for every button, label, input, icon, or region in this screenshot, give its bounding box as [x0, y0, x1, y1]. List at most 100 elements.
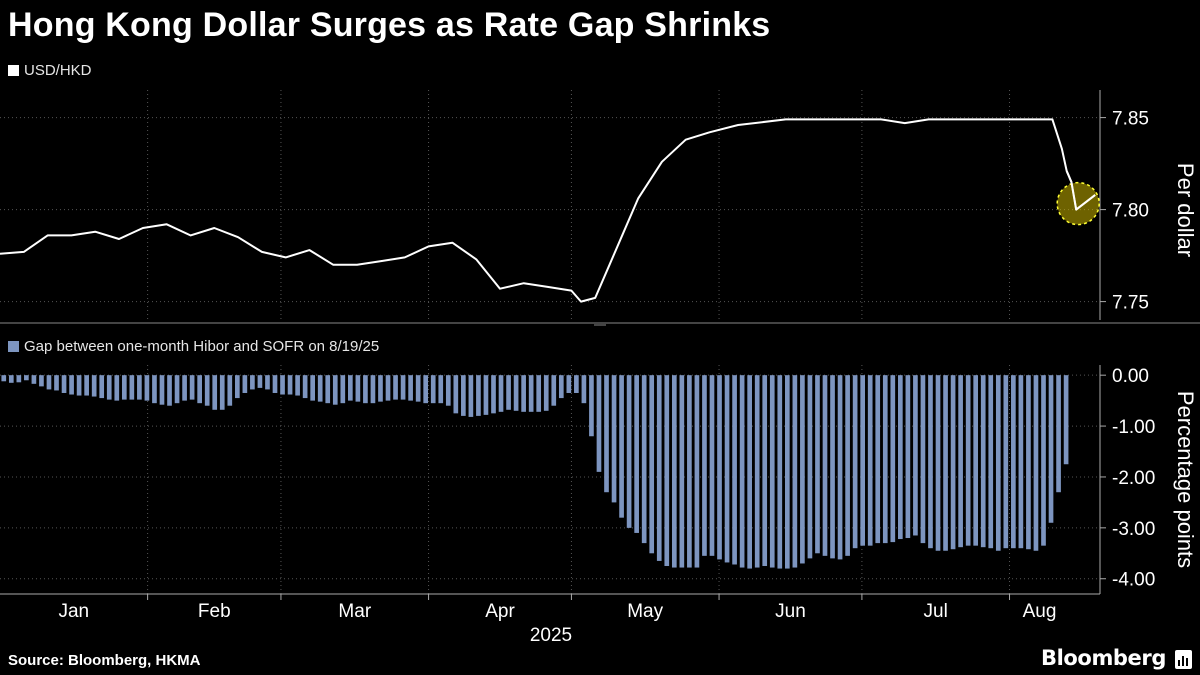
bar — [536, 375, 542, 412]
bar — [295, 375, 300, 396]
bar — [91, 375, 97, 397]
bar — [619, 375, 624, 518]
bar — [724, 375, 730, 563]
bloomberg-logo: Bloomberg — [1040, 646, 1166, 670]
bar — [792, 375, 798, 568]
bar — [581, 375, 587, 404]
bar — [272, 375, 278, 393]
bar — [1, 375, 7, 382]
bar — [769, 375, 775, 568]
bar — [152, 375, 157, 404]
bar — [54, 375, 59, 391]
bar — [385, 375, 391, 401]
bar — [867, 375, 873, 546]
bar — [589, 375, 594, 437]
bar — [913, 375, 918, 536]
legend-swatch-bars — [8, 341, 19, 352]
bar — [558, 375, 564, 399]
y-tick-label-bottom: -2.00 — [1112, 468, 1155, 489]
bar — [543, 375, 549, 411]
bar — [438, 375, 444, 404]
bar — [257, 375, 263, 388]
bar — [39, 375, 44, 387]
bar — [521, 375, 526, 412]
bar — [777, 375, 783, 569]
bar — [340, 375, 346, 404]
bar — [287, 375, 293, 395]
y-tick-label-bottom: 0.00 — [1112, 366, 1149, 387]
y-tick-label-bottom: -4.00 — [1112, 570, 1155, 591]
bar — [882, 375, 888, 544]
bar — [129, 375, 135, 400]
y-tick-label-bottom: -3.00 — [1112, 519, 1155, 540]
bar — [189, 375, 195, 400]
bar — [837, 375, 843, 560]
x-tick-label: Jun — [775, 601, 806, 622]
bar — [16, 375, 22, 383]
bar — [950, 375, 956, 550]
bar — [717, 375, 722, 560]
bar — [898, 375, 903, 540]
bar — [355, 375, 361, 402]
bar — [219, 375, 225, 410]
bar — [958, 375, 963, 548]
bar — [965, 375, 971, 546]
bar — [995, 375, 1001, 551]
y-axis-title-top: Per dollar — [1173, 163, 1198, 257]
bar — [234, 375, 240, 399]
legend-usdhkd: USD/HKD — [8, 62, 92, 79]
bar — [174, 375, 180, 404]
bar — [445, 375, 451, 406]
bar — [46, 375, 52, 390]
bar — [528, 375, 534, 412]
bar — [393, 375, 398, 400]
bar — [483, 375, 489, 415]
bar — [415, 375, 421, 402]
bar — [1048, 375, 1054, 523]
bar — [242, 375, 248, 393]
bar — [137, 375, 142, 400]
bar — [815, 375, 820, 554]
bloomberg-chart-icon — [1175, 650, 1192, 669]
bar — [845, 375, 850, 556]
bar — [988, 375, 994, 549]
bar — [551, 375, 557, 406]
bar — [905, 375, 911, 539]
bar — [800, 375, 805, 564]
bar — [687, 375, 692, 568]
bar — [468, 375, 474, 417]
bar — [980, 375, 986, 548]
bar — [604, 375, 609, 493]
bar — [250, 375, 255, 390]
bar — [732, 375, 737, 565]
bar — [310, 375, 316, 401]
bar — [408, 375, 413, 401]
bar — [317, 375, 323, 402]
legend-label-gap: Gap between one-month Hibor and SOFR on … — [24, 338, 380, 355]
bar — [106, 375, 112, 400]
bar — [1011, 375, 1016, 549]
bar — [31, 375, 37, 384]
usdhkd-line-latest — [1065, 170, 1096, 211]
x-tick-label: May — [627, 601, 663, 622]
x-tick-label: Jul — [924, 601, 948, 622]
bar — [649, 375, 655, 554]
bar — [943, 375, 948, 551]
bar — [1033, 375, 1039, 551]
bar — [1063, 375, 1069, 465]
bar — [596, 375, 602, 472]
bar — [747, 375, 752, 569]
bar — [822, 375, 828, 556]
bar — [860, 375, 866, 546]
bar — [506, 375, 511, 410]
legend-hibor-sofr-gap: Gap between one-month Hibor and SOFR on … — [8, 338, 379, 355]
bar — [611, 375, 617, 503]
bar — [807, 375, 813, 559]
bar — [227, 375, 233, 406]
bar — [973, 375, 979, 546]
bar — [702, 375, 707, 556]
bar — [491, 375, 496, 414]
bar — [634, 375, 639, 533]
bar — [363, 375, 368, 404]
